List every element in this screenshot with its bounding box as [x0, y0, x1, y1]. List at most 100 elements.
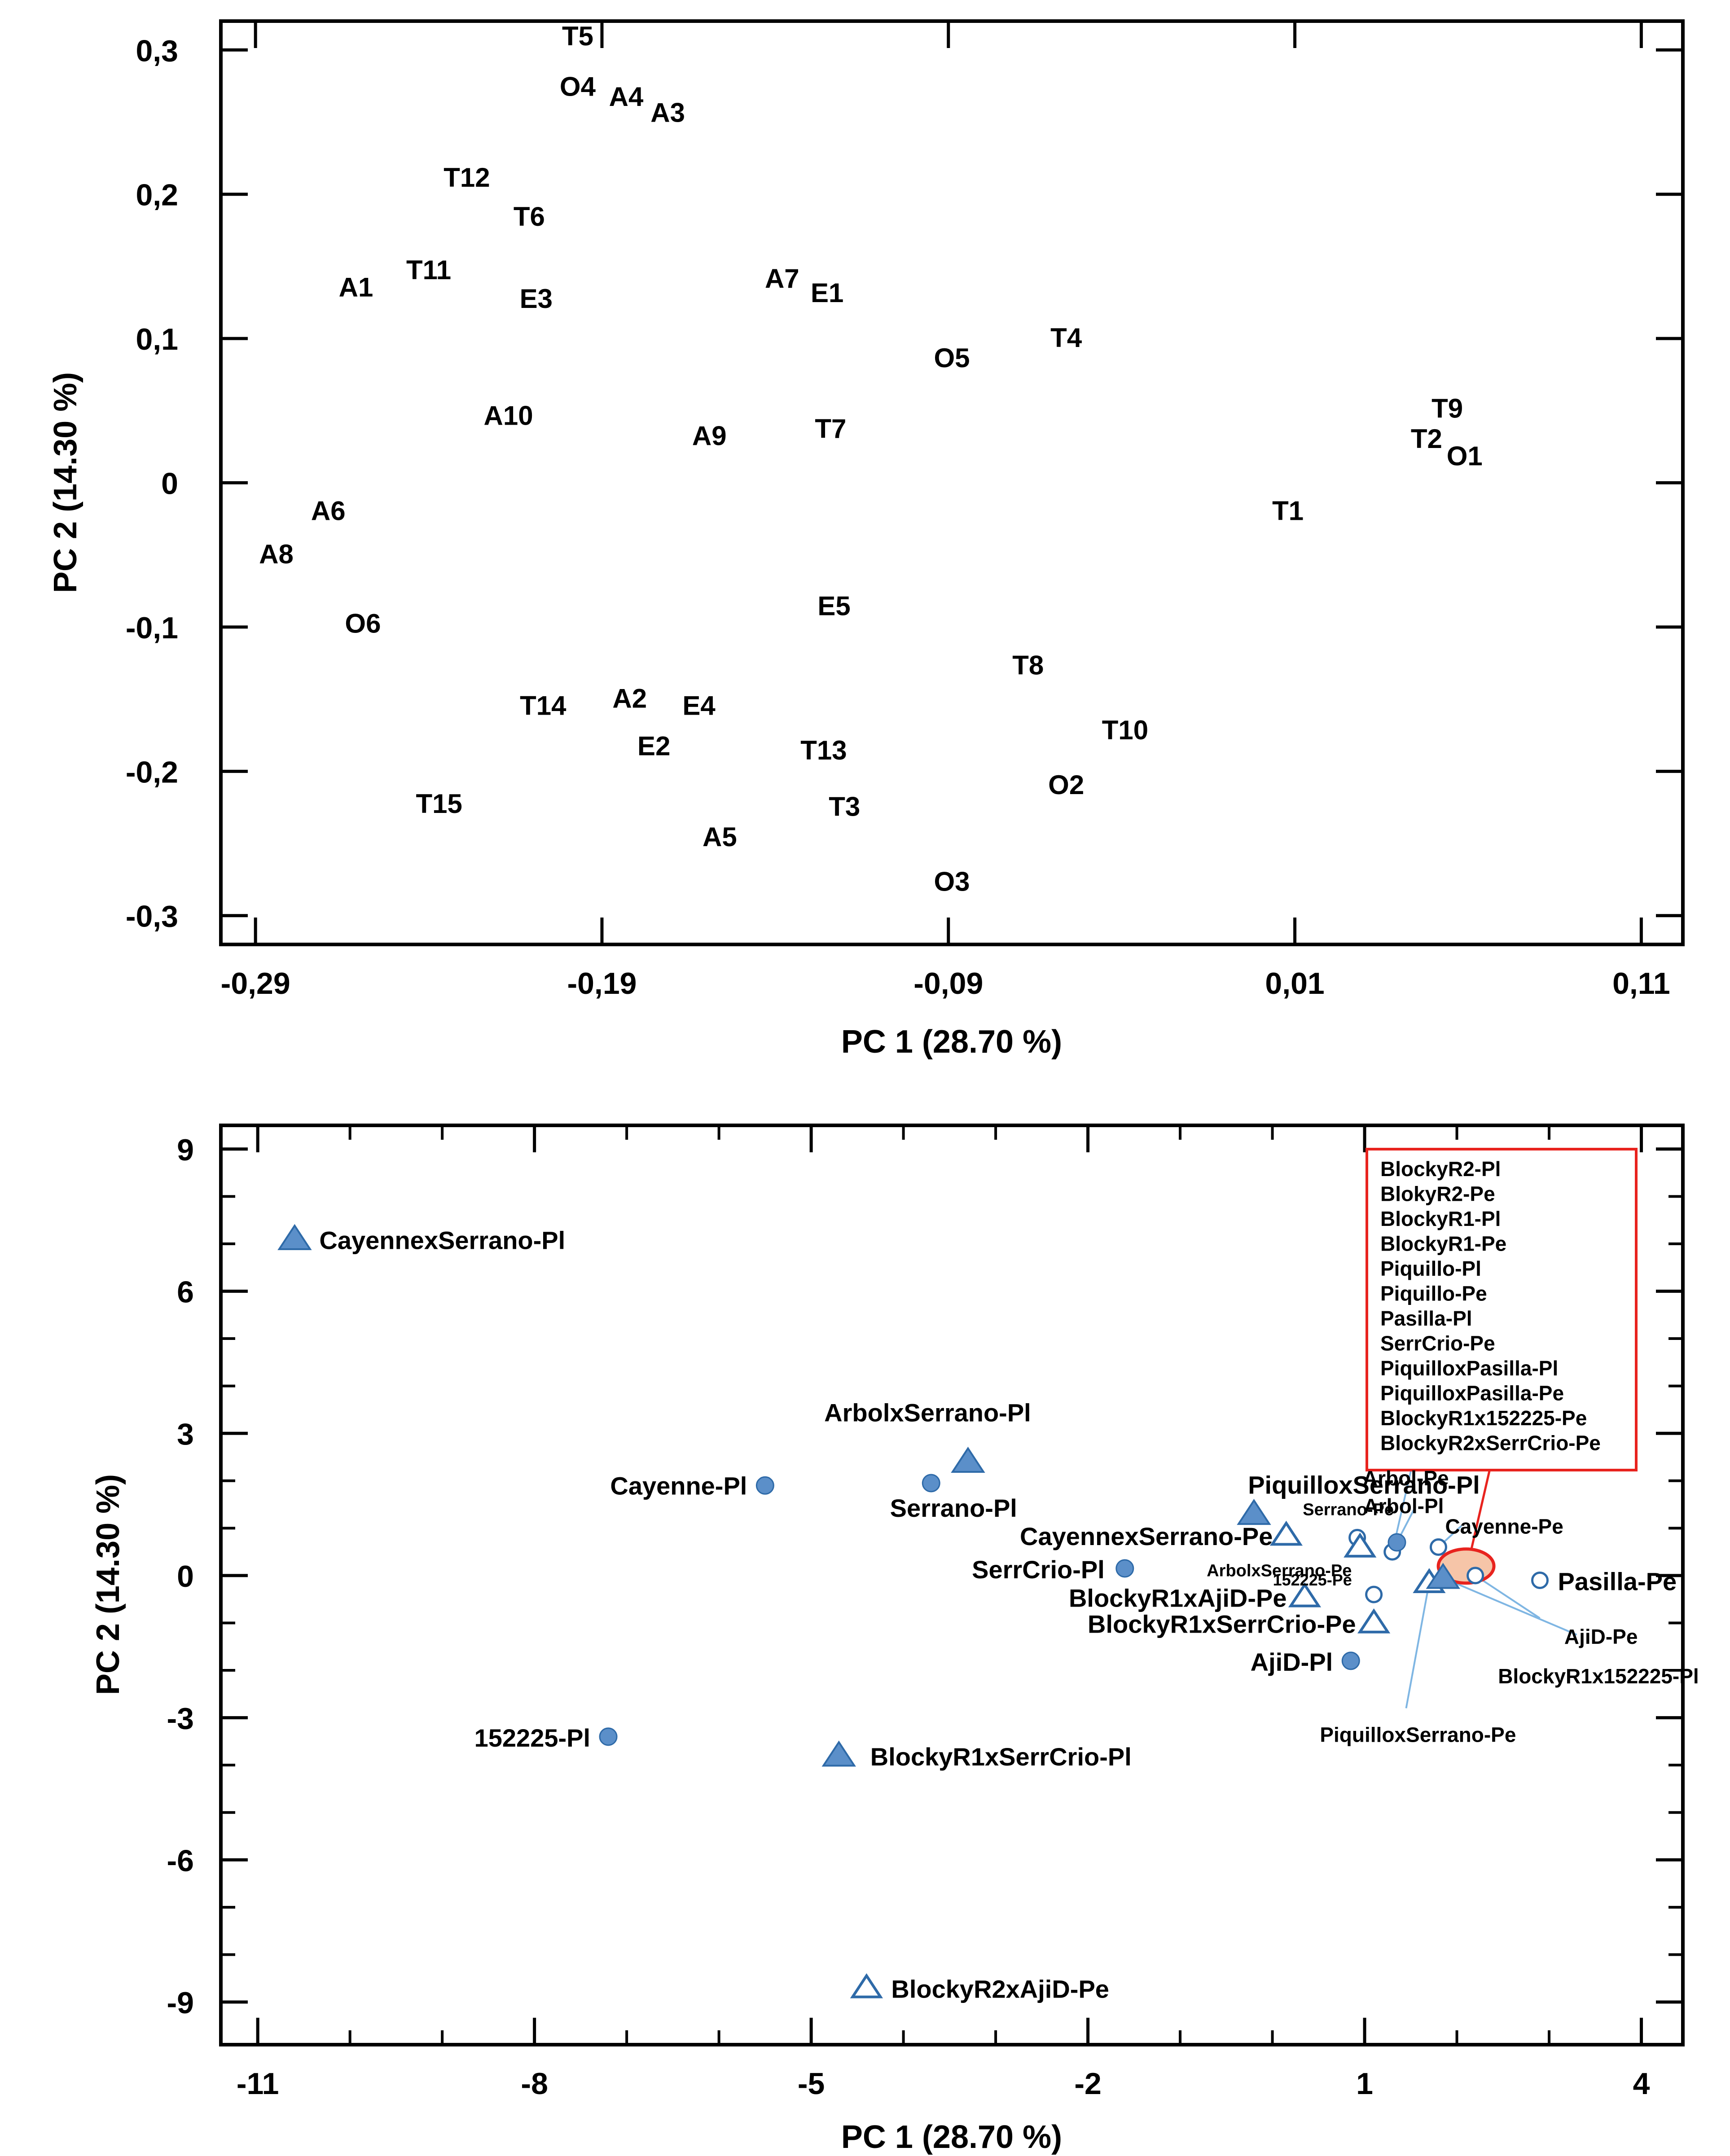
point-label-a2: A2 — [612, 683, 647, 713]
bottom-y-tick-label: -6 — [167, 1844, 194, 1878]
point-label-a1: A1 — [339, 272, 373, 302]
point-label-o1: O1 — [1447, 441, 1483, 471]
point-label-ajid-pe: AjiD-Pe — [1564, 1625, 1638, 1648]
top-y-tick-label: 0,2 — [136, 178, 178, 212]
marker-blockyr2xajid-pe — [850, 1973, 883, 1998]
point-label-t9: T9 — [1431, 393, 1463, 423]
marker-ajid-pl — [1341, 1651, 1360, 1670]
point-label-serrano-pe: Serrano-Pe — [1303, 1500, 1394, 1519]
point-label-152225-pe: 152225-Pe — [1273, 1571, 1352, 1589]
top-y-axis: -0,3 -0,2 -0,1 0 0,1 0,2 0,3 — [126, 34, 1683, 934]
top-y-tick-label: 0 — [161, 467, 178, 501]
point-label-a10: A10 — [484, 400, 533, 430]
point-label-pasilla-pe: Pasilla-Pe — [1558, 1567, 1677, 1595]
point-label-a5: A5 — [703, 822, 737, 852]
bottom-x-tick-label: 4 — [1633, 2067, 1650, 2101]
point-label-a3: A3 — [650, 97, 685, 127]
point-label-blockyr1xserrcrio-pl: BlockyR1xSerrCrio-Pl — [870, 1743, 1132, 1771]
marker-arbolxserrano-pl — [951, 1446, 985, 1473]
marker-152225-pl — [599, 1727, 618, 1746]
point-label-t15: T15 — [416, 789, 462, 819]
marker-152225-pe — [1365, 1585, 1383, 1603]
point-label-piquilloxserrano-pe: PiquilloxSerrano-Pe — [1320, 1723, 1516, 1747]
point-label-t6: T6 — [514, 202, 545, 232]
point-label-t12: T12 — [443, 162, 490, 193]
callout-label-serrcrio-pe: SerrCrio-Pe — [1380, 1332, 1495, 1355]
point-label-arbol-pe: Arbol-Pe — [1363, 1467, 1449, 1490]
point-label-t8: T8 — [1012, 650, 1044, 680]
bottom-x-tick-label: -8 — [521, 2067, 548, 2101]
point-label-arbolxserrano-pl: ArbolxSerrano-Pl — [824, 1399, 1031, 1427]
point-label-ajid-pl: AjiD-Pl — [1251, 1648, 1333, 1676]
top-y-axis-title: PC 2 (14.30 %) — [48, 372, 83, 593]
callout-label-blockyr2-pl: BlockyR2-Pl — [1380, 1157, 1501, 1181]
callout-label-piquilloxpasilla-pe: PiquilloxPasilla-Pe — [1380, 1382, 1564, 1405]
marker-ajid-pe — [1467, 1567, 1484, 1585]
point-label-serrano-pl: Serrano-Pl — [890, 1494, 1017, 1522]
point-label-a8: A8 — [259, 539, 294, 569]
marker-cayenne-pl — [755, 1476, 774, 1495]
top-x-axis: -0,29 -0,19 -0,09 0,01 0,11 — [221, 21, 1670, 1001]
point-label-t2: T2 — [1411, 424, 1442, 454]
point-label-serrcrio-pl: SerrCrio-Pl — [972, 1555, 1105, 1584]
callout-label-pasilla-pl: Pasilla-Pl — [1380, 1307, 1472, 1330]
marker-cayennexserrano-pe — [1269, 1520, 1303, 1546]
bottom-y-tick-label: 6 — [177, 1275, 194, 1309]
callout-label-blockyr1-pl: BlockyR1-Pl — [1380, 1207, 1501, 1230]
bottom-y-tick-label: -9 — [167, 1986, 194, 2020]
bottom-y-tick-label: 3 — [177, 1417, 194, 1451]
point-label-o2: O2 — [1048, 770, 1084, 800]
point-label-cayennexserrano-pe: CayennexSerrano-Pe — [1020, 1522, 1273, 1550]
bottom-x-tick-label: -11 — [237, 2067, 279, 2101]
point-label-e2: E2 — [637, 731, 670, 761]
point-label-arbol-pl: Arbol-Pl — [1364, 1494, 1444, 1518]
marker-blockyr1x152225-pl — [1426, 1563, 1460, 1589]
point-label-e3: E3 — [520, 284, 553, 314]
marker-serrcrio-pl — [1115, 1559, 1134, 1578]
marker-cayenne-pe — [1429, 1538, 1447, 1556]
callout-box — [1366, 1148, 1638, 1471]
bottom-x-tick-label: -2 — [1074, 2067, 1101, 2101]
bottom-x-tick-label: -5 — [798, 2067, 825, 2101]
top-y-tick-label: -0,1 — [126, 611, 178, 645]
point-label-t7: T7 — [815, 413, 846, 443]
point-label-blockyr1xajid-pe: BlockyR1xAjiD-Pe — [1069, 1584, 1287, 1612]
point-label-a9: A9 — [692, 421, 727, 451]
point-label-o5: O5 — [934, 343, 970, 373]
point-label-e1: E1 — [811, 278, 843, 308]
bottom-y-axis-title: PC 2 (14.30 %) — [90, 1474, 126, 1695]
point-label-cayennexserrano-pl: CayennexSerrano-Pl — [319, 1226, 565, 1254]
top-x-axis-title: PC 1 (28.70 %) — [841, 1024, 1062, 1060]
bottom-x-axis-title: PC 1 (28.70 %) — [841, 2119, 1062, 2155]
point-label-o4: O4 — [560, 72, 596, 102]
point-label-e5: E5 — [817, 591, 850, 621]
bottom-markers: CayennexSerrano-Pl ArbolxSerrano-Pl Cayenn… — [277, 1224, 1699, 2003]
leader-line-ajid-pe — [1475, 1575, 1541, 1619]
bottom-x-axis: -11 -8 -5 -2 1 4 — [237, 1125, 1650, 2101]
point-label-t14: T14 — [520, 690, 566, 720]
top-y-tick-label: 0,1 — [136, 322, 178, 356]
top-x-tick-label: 0,01 — [1265, 966, 1324, 1001]
top-x-tick-label: -0,09 — [913, 966, 983, 1001]
top-y-tick-label: -0,3 — [126, 900, 178, 934]
bottom-x-tick-label: 1 — [1356, 2067, 1373, 2101]
point-label-t4: T4 — [1050, 323, 1082, 353]
point-label-t13: T13 — [800, 735, 847, 765]
marker-pasilla-pe — [1531, 1571, 1549, 1589]
callout-label-blockyr2xserrcrio-pe: BlockyR2xSerrCrio-Pe — [1380, 1431, 1601, 1455]
top-x-tick-label: 0,11 — [1612, 966, 1670, 1001]
point-label-o3: O3 — [934, 867, 970, 897]
callout-group: BlockyR2-PlBlokyR2-PeBlockyR1-PlBlockyR1… — [1366, 1148, 1638, 1585]
leader-line-piquilloxserrano-pe — [1405, 1582, 1430, 1708]
callout-label-blockyr1x152225-pe: BlockyR1x152225-Pe — [1380, 1406, 1587, 1430]
point-label-piquilloxserrano-pl: PiquilloxSerrano-Pl — [1248, 1471, 1480, 1499]
callout-label-piquilloxpasilla-pl: PiquilloxPasilla-Pl — [1380, 1357, 1558, 1380]
point-label-t5: T5 — [562, 21, 593, 51]
point-label-a7: A7 — [765, 263, 799, 294]
marker-blockyr1xajid-pe — [1288, 1582, 1322, 1607]
point-label-cayenne-pe: Cayenne-Pe — [1445, 1515, 1563, 1538]
marker-blockyr1xserrcrio-pe — [1357, 1608, 1391, 1633]
point-label-t3: T3 — [829, 791, 860, 821]
marker-serrano-pl — [922, 1474, 940, 1493]
